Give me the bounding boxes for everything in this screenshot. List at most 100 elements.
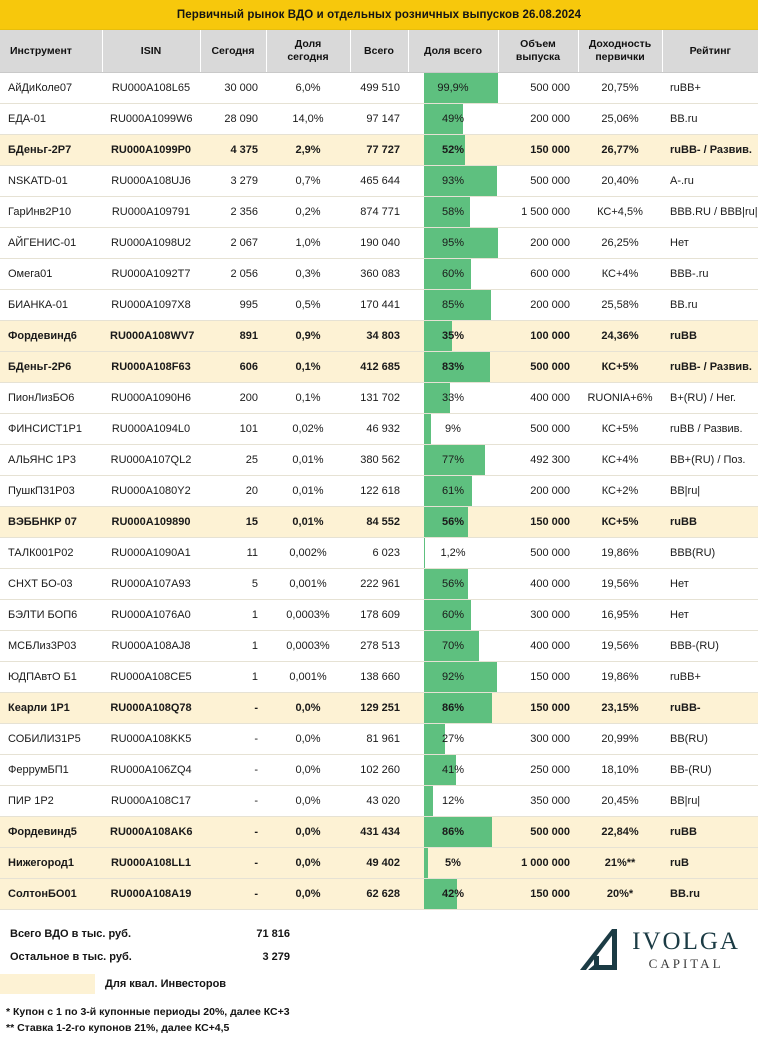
cell-share-today: 0,01% (266, 444, 350, 476)
cell-rating: ruBB / Развив. (662, 413, 758, 445)
table-row[interactable]: СОБИЛИЗ1Р5 RU000A108KK5-0,0% 81 961 27% 300 … (0, 723, 758, 755)
cell-total: 278 513 (350, 630, 408, 662)
table-row[interactable]: АЙГЕНИС-01 RU000A1098U2 2 067 1,0% 190 040 95… (0, 227, 758, 259)
cell-instrument: ПушкП31Р03 (0, 475, 102, 507)
share-total-value: 58% (441, 206, 465, 218)
share-total-value: 1,2% (440, 547, 466, 559)
cell-instrument: ЕДА-01 (0, 103, 102, 135)
cell-total: 102 260 (350, 754, 408, 786)
share-total-value: 93% (441, 175, 465, 187)
cell-yield: 20,75% (578, 72, 662, 104)
cell-instrument: ПИР 1Р2 (0, 785, 102, 817)
cell-share-today: 0,0% (266, 692, 350, 724)
cell-today: - (200, 692, 266, 724)
table-row[interactable]: АЛЬЯНС 1Р3 RU000A107QL2 25 0,01% 380 562 77% 4… (0, 444, 758, 476)
cell-instrument: ТАЛК001Р02 (0, 537, 102, 569)
col-header-5[interactable]: Доля всего (408, 30, 499, 73)
ivolga-capital-logo: IVOLGA CAPITAL (574, 926, 740, 976)
cell-instrument: ГарИнв2Р10 (0, 196, 102, 228)
table-row[interactable]: БДеньг-2Р7 RU000A1099P0 4 375 2,9% 77 727 52%… (0, 134, 758, 166)
cell-share-total: 52% (408, 134, 498, 166)
cell-volume: 300 000 (498, 599, 578, 631)
col-header-7[interactable]: Доходность первички (578, 30, 663, 73)
table-row[interactable]: БДеньг-2Р6 RU000A108F63 606 0,1% 412 685 83% 5… (0, 351, 758, 383)
cell-total: 131 702 (350, 382, 408, 414)
cell-volume: 150 000 (498, 878, 578, 910)
cell-total: 431 434 (350, 816, 408, 848)
table-row[interactable]: АйДиКоле07 RU000A108L65 30 000 6,0% 499 510 9… (0, 72, 758, 104)
col-header-2[interactable]: Сегодня (200, 30, 267, 73)
cell-yield: КС+5% (578, 351, 662, 383)
cell-today: 3 279 (200, 165, 266, 197)
share-total-value: 52% (441, 144, 465, 156)
share-total-bar (424, 228, 498, 258)
cell-isin: RU000A1094L0 (102, 413, 200, 445)
table-row[interactable]: БИАНКА-01 RU000A1097X8 995 0,5% 170 441 85% 20… (0, 289, 758, 321)
share-total-bar (424, 104, 463, 134)
cell-rating: ruBB- / Развив. (662, 134, 758, 166)
cell-share-today: 0,002% (266, 537, 350, 569)
cell-share-today: 0,02% (266, 413, 350, 445)
table-row[interactable]: ТАЛК001Р02 RU000A1090A1 11 0,002% 6 023 1,2% 5… (0, 537, 758, 569)
table-row[interactable]: ФеррумБП1 RU000A106ZQ4-0,0% 102 260 41% 250 … (0, 754, 758, 786)
cell-rating: ruBB- (662, 692, 758, 724)
col-header-4[interactable]: Всего (350, 30, 409, 73)
cell-total: 178 609 (350, 599, 408, 631)
cell-rating: ruBB (662, 320, 758, 352)
other-total-label: Остальное в тыс. руб. (10, 950, 132, 963)
share-total-bar (424, 290, 492, 320)
table-row[interactable]: ЕДА-01 RU000A1099W6 28 090 14,0% 97 147 49% 20… (0, 103, 758, 135)
table-row[interactable]: БЭЛТИ БОП6 RU000A1076A0 1 0,0003% 178 609 60%… (0, 599, 758, 631)
share-total-value: 83% (441, 361, 465, 373)
col-header-6[interactable]: Объем выпуска (498, 30, 579, 73)
cell-rating: ruB (662, 847, 758, 879)
col-header-0[interactable]: Инструмент (0, 30, 103, 73)
cell-instrument: Кеарли 1Р1 (0, 692, 102, 724)
table-row[interactable]: ПИР 1Р2 RU000A108C17-0,0% 43 020 12% 350 000… (0, 785, 758, 817)
cell-rating: BB.ru (662, 878, 758, 910)
cell-total: 874 771 (350, 196, 408, 228)
cell-volume: 150 000 (498, 661, 578, 693)
cell-isin: RU000A108C17 (102, 785, 200, 817)
cell-yield: 26,77% (578, 134, 662, 166)
table-row[interactable]: МСБЛиз3Р03 RU000A108AJ8 1 0,0003% 278 513 70%… (0, 630, 758, 662)
cell-instrument: СНХТ БО-03 (0, 568, 102, 600)
table-row[interactable]: Фордевинд6 RU000A108WV7 891 0,9% 34 803 35% 10… (0, 320, 758, 352)
cell-share-total: 61% (408, 475, 498, 507)
cell-instrument: ФИНСИСТ1Р1 (0, 413, 102, 445)
cell-rating: Нет (662, 568, 758, 600)
table-row[interactable]: Омега01 RU000A1092T7 2 056 0,3% 360 083 60% 60… (0, 258, 758, 290)
table-row[interactable]: Фордевинд5 RU000A108AK6-0,0% 431 434 86% 500… (0, 816, 758, 848)
cell-isin: RU000A108WV7 (102, 320, 200, 352)
cell-volume: 600 000 (498, 258, 578, 290)
table-row[interactable]: Кеарли 1Р1 RU000A108Q78-0,0% 129 251 86% 150… (0, 692, 758, 724)
cell-instrument: ФеррумБП1 (0, 754, 102, 786)
share-total-value: 41% (441, 764, 465, 776)
cell-share-total: 42% (408, 878, 498, 910)
share-total-bar (424, 73, 498, 103)
cell-instrument: ПионЛизБО6 (0, 382, 102, 414)
cell-today: 606 (200, 351, 266, 383)
table-row[interactable]: ГарИнв2Р10 RU000A109791 2 356 0,2% 874 771 58… (0, 196, 758, 228)
cell-instrument: БДеньг-2Р7 (0, 134, 102, 166)
footnote-1: * Купон с 1 по 3-й купонные периоды 20%,… (6, 1006, 290, 1018)
cell-share-today: 0,2% (266, 196, 350, 228)
table-row[interactable]: СНХТ БО-03 RU000A107A93 5 0,001% 222 961 56% 4… (0, 568, 758, 600)
table-row[interactable]: СолтонБО01 RU000A108A19-0,0% 62 628 42% 150 … (0, 878, 758, 910)
table-row[interactable]: NSKATD-01 RU000A108UJ6 3 279 0,7% 465 644 93%… (0, 165, 758, 197)
cell-total: 412 685 (350, 351, 408, 383)
col-header-8[interactable]: Рейтинг (662, 30, 758, 73)
col-header-1[interactable]: ISIN (102, 30, 201, 73)
cell-instrument: ВЭББНКР 07 (0, 506, 102, 538)
table-row[interactable]: Нижегород1 RU000A108LL1-0,0% 49 402 5% 1 000… (0, 847, 758, 879)
cell-yield: 20,99% (578, 723, 662, 755)
table-row[interactable]: ФИНСИСТ1Р1 RU000A1094L0 101 0,02% 46 932 9% 50… (0, 413, 758, 445)
table-row[interactable]: ПионЛизБО6 RU000A1090H6 200 0,1% 131 702 33% 4… (0, 382, 758, 414)
col-header-3[interactable]: Доля сегодня (266, 30, 351, 73)
table-row[interactable]: ВЭББНКР 07 RU000A109890 15 0,01% 84 552 56% 15… (0, 506, 758, 538)
table-row[interactable]: ПушкП31Р03 RU000A1080Y2 20 0,01% 122 618 61% 2… (0, 475, 758, 507)
cell-total: 129 251 (350, 692, 408, 724)
cell-rating: Нет (662, 227, 758, 259)
cell-today: 2 056 (200, 258, 266, 290)
table-row[interactable]: ЮДПАвтО Б1 RU000A108CE5 1 0,001% 138 660 92% 1… (0, 661, 758, 693)
